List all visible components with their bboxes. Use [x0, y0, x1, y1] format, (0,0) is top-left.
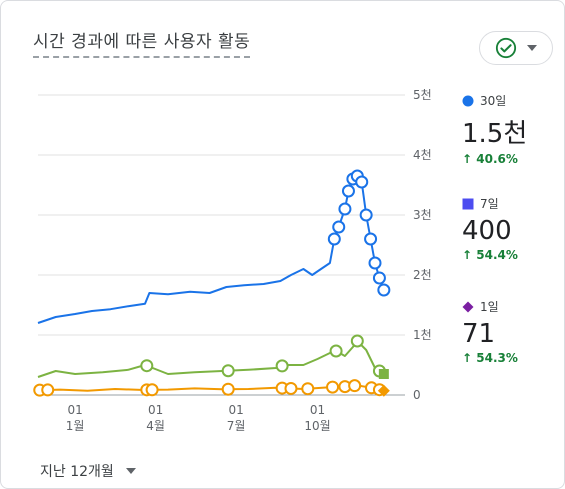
annotation-point	[145, 383, 159, 397]
series-30-day-point	[332, 220, 346, 234]
x-tick-month-label: 4월	[146, 419, 165, 433]
x-tick-day-label: 01	[310, 403, 325, 417]
status-dropdown[interactable]	[479, 31, 553, 65]
series-1-day-endpoint	[377, 384, 390, 397]
y-tick-label: 0	[413, 388, 421, 402]
annotation-point	[284, 381, 298, 395]
legend-change-1-day: ↑ 54.3%	[462, 351, 518, 365]
card-title[interactable]: 시간 경과에 따른 사용자 활동	[33, 27, 251, 58]
check-circle-icon	[495, 37, 517, 59]
legend-7-day[interactable]: 7일 400 ↑ 54.4%	[462, 195, 518, 262]
x-tick-month-label: 7월	[227, 419, 246, 433]
annotation-point	[275, 359, 289, 373]
legend-1-day[interactable]: 1일 71 ↑ 54.3%	[462, 298, 518, 365]
diamond-marker-icon	[462, 301, 474, 312]
x-tick-day-label: 01	[68, 403, 83, 417]
legend-value-30-day: 1.5천	[462, 119, 528, 149]
series-30-day-point	[372, 271, 386, 285]
series-line-1	[37, 175, 385, 324]
legend-change-30-day: ↑ 40.6%	[462, 152, 518, 166]
legend-label-30-day: 30일	[480, 94, 507, 108]
legend-label-1-day: 1일	[480, 300, 499, 314]
annotation-point	[301, 382, 315, 396]
y-tick-label: 2천	[413, 267, 432, 282]
legend-value-1-day: 71	[462, 319, 496, 349]
series-30-day-point	[377, 283, 391, 297]
series-30-day-point	[327, 232, 341, 246]
date-range-label: 지난 12개월	[40, 464, 114, 480]
annotation-point	[326, 380, 340, 394]
series-30-day-point	[359, 208, 373, 222]
annotation-point	[41, 383, 55, 397]
legend-change-7-day: ↑ 54.4%	[462, 248, 518, 262]
arrow-up-icon: ↑	[462, 152, 473, 166]
series-30-day-point	[364, 232, 378, 246]
legend-30-day[interactable]: 30일 1.5천 ↑ 40.6%	[462, 92, 527, 166]
x-tick-day-label: 01	[148, 403, 163, 417]
annotation-point	[329, 344, 343, 358]
series-30-day-point	[368, 256, 382, 270]
chevron-down-icon	[527, 45, 537, 51]
series-7-day-endpoint	[378, 369, 389, 379]
legend-label-7-day: 7일	[480, 197, 499, 211]
annotation-point	[140, 359, 154, 373]
arrow-up-icon: ↑	[462, 248, 473, 262]
annotation-point	[350, 334, 364, 348]
annotation-point	[221, 382, 235, 396]
series-30-day-point	[338, 202, 352, 216]
series-30-day-point	[341, 184, 355, 198]
series-30-day-point	[355, 175, 369, 189]
square-marker-icon	[462, 198, 474, 209]
arrow-up-icon: ↑	[462, 351, 473, 365]
y-tick-label: 1천	[413, 327, 432, 342]
chevron-down-icon	[125, 468, 136, 474]
date-range-dropdown[interactable]: 지난 12개월	[40, 461, 136, 481]
annotation-point	[348, 379, 362, 393]
circle-marker-icon	[462, 95, 474, 106]
y-tick-label: 4천	[413, 147, 432, 162]
x-tick-day-label: 01	[228, 403, 243, 417]
x-tick-month-label: 10월	[304, 419, 330, 433]
y-tick-label: 3천	[413, 207, 432, 222]
y-tick-label: 5천	[413, 87, 432, 102]
annotation-point	[221, 364, 235, 378]
legend-value-7-day: 400	[462, 216, 512, 246]
x-tick-month-label: 1월	[66, 419, 85, 433]
